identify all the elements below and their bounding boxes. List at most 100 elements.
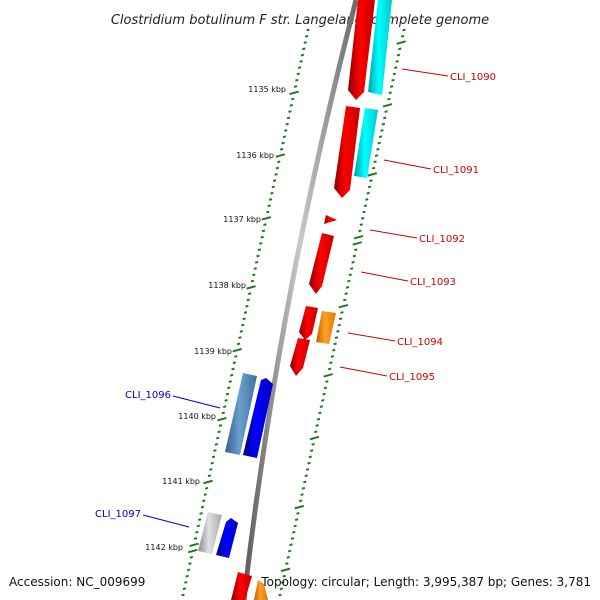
minor-tick xyxy=(359,223,363,226)
gene-feature-cds[interactable] xyxy=(348,0,375,100)
kbp-label: 1138 kbp xyxy=(208,281,246,290)
minor-tick xyxy=(207,474,212,478)
major-tick xyxy=(338,304,349,309)
minor-tick xyxy=(311,442,315,446)
minor-tick xyxy=(306,28,310,32)
gene-feature-cds[interactable] xyxy=(231,572,252,600)
gene-label[interactable]: CLI_1095 xyxy=(389,372,435,383)
minor-tick xyxy=(396,53,401,57)
minor-tick xyxy=(348,273,352,277)
major-tick xyxy=(203,479,213,485)
gene-label[interactable]: CLI_1097 xyxy=(95,509,141,520)
minor-tick xyxy=(281,581,285,584)
minor-tick xyxy=(394,66,398,70)
minor-tick xyxy=(334,336,339,339)
minor-tick xyxy=(241,323,245,327)
minor-tick xyxy=(231,367,235,371)
minor-tick xyxy=(308,455,313,459)
minor-tick xyxy=(209,468,213,471)
minor-tick xyxy=(222,405,227,409)
minor-tick xyxy=(279,587,284,591)
minor-tick xyxy=(186,568,191,572)
gene-feature-cds[interactable] xyxy=(243,378,273,458)
minor-tick xyxy=(309,449,314,452)
major-tick xyxy=(294,504,305,510)
gene-feature-cds[interactable] xyxy=(324,215,337,224)
minor-tick xyxy=(345,286,350,289)
minor-tick xyxy=(307,461,311,465)
gene-feature-cds[interactable] xyxy=(299,306,318,340)
minor-tick xyxy=(281,141,285,145)
gene-feature-rna[interactable] xyxy=(354,108,378,178)
kbp-label: 1142 kbp xyxy=(145,543,183,552)
minor-tick xyxy=(330,355,335,358)
minor-tick xyxy=(277,160,281,164)
gene-feature-cds-alt[interactable] xyxy=(225,373,257,455)
reverse-label-leaders xyxy=(142,395,221,528)
minor-tick xyxy=(384,110,388,113)
gene-label[interactable]: CLI_1091 xyxy=(433,165,479,176)
minor-tick xyxy=(377,141,381,145)
minor-tick xyxy=(213,449,217,452)
minor-tick xyxy=(290,537,295,540)
gene-label[interactable]: CLI_1090 xyxy=(450,72,496,83)
minor-tick xyxy=(204,486,209,490)
minor-tick xyxy=(301,486,306,490)
gene-feature-cds-alt[interactable] xyxy=(254,580,268,600)
minor-tick xyxy=(319,405,324,409)
minor-tick xyxy=(296,512,300,515)
gene-label[interactable]: CLI_1092 xyxy=(419,234,465,245)
minor-tick xyxy=(333,342,337,346)
major-tick xyxy=(367,172,378,177)
gene-feature-rna[interactable] xyxy=(368,0,392,95)
minor-tick xyxy=(236,342,241,346)
minor-tick xyxy=(363,204,368,208)
minor-tick xyxy=(203,493,207,496)
minor-tick xyxy=(214,442,219,446)
minor-tick xyxy=(274,173,278,176)
minor-tick xyxy=(211,455,216,459)
kbp-label: 1139 kbp xyxy=(194,347,232,356)
gene-label[interactable]: CLI_1093 xyxy=(410,277,456,288)
minor-tick xyxy=(378,135,383,139)
minor-tick xyxy=(323,386,328,390)
gene-label[interactable]: CLI_1094 xyxy=(397,337,443,348)
gene-feature-cds-alt[interactable] xyxy=(316,311,336,344)
major-tick xyxy=(352,241,362,246)
minor-tick xyxy=(289,543,293,547)
major-tick xyxy=(353,234,364,240)
gene-label[interactable]: CLI_1096 xyxy=(125,390,171,401)
minor-tick xyxy=(196,524,200,528)
minor-tick xyxy=(284,129,288,132)
minor-tick xyxy=(358,229,362,233)
gene-feature-cds[interactable] xyxy=(309,233,334,294)
minor-tick xyxy=(250,279,255,283)
minor-tick xyxy=(354,248,358,252)
minor-tick xyxy=(288,110,292,113)
major-tick xyxy=(261,216,272,221)
minor-tick xyxy=(369,179,373,183)
minor-tick xyxy=(388,91,392,95)
minor-tick xyxy=(395,60,399,63)
minor-tick xyxy=(314,430,318,434)
gene-feature-cds[interactable] xyxy=(216,518,238,558)
minor-tick xyxy=(268,198,273,201)
minor-tick xyxy=(228,380,232,383)
minor-tick xyxy=(374,154,379,157)
minor-tick xyxy=(380,129,384,132)
minor-tick xyxy=(305,468,310,471)
minor-tick xyxy=(287,549,292,553)
minor-tick xyxy=(271,185,275,189)
gene-feature-cds[interactable] xyxy=(334,106,360,198)
major-tick xyxy=(217,417,227,422)
kbp-label: 1136 kbp xyxy=(236,151,274,160)
gene-feature-cds[interactable] xyxy=(290,338,310,376)
minor-tick xyxy=(267,204,271,208)
gene-feature-cds-grey[interactable] xyxy=(198,512,222,554)
minor-tick xyxy=(225,392,230,396)
minor-tick xyxy=(270,191,274,195)
kbp-scale: 1135 kbp 1136 kbp 1137 kbp 1138 kbp 1139… xyxy=(145,85,286,552)
minor-tick xyxy=(343,298,347,302)
minor-tick xyxy=(332,348,336,352)
